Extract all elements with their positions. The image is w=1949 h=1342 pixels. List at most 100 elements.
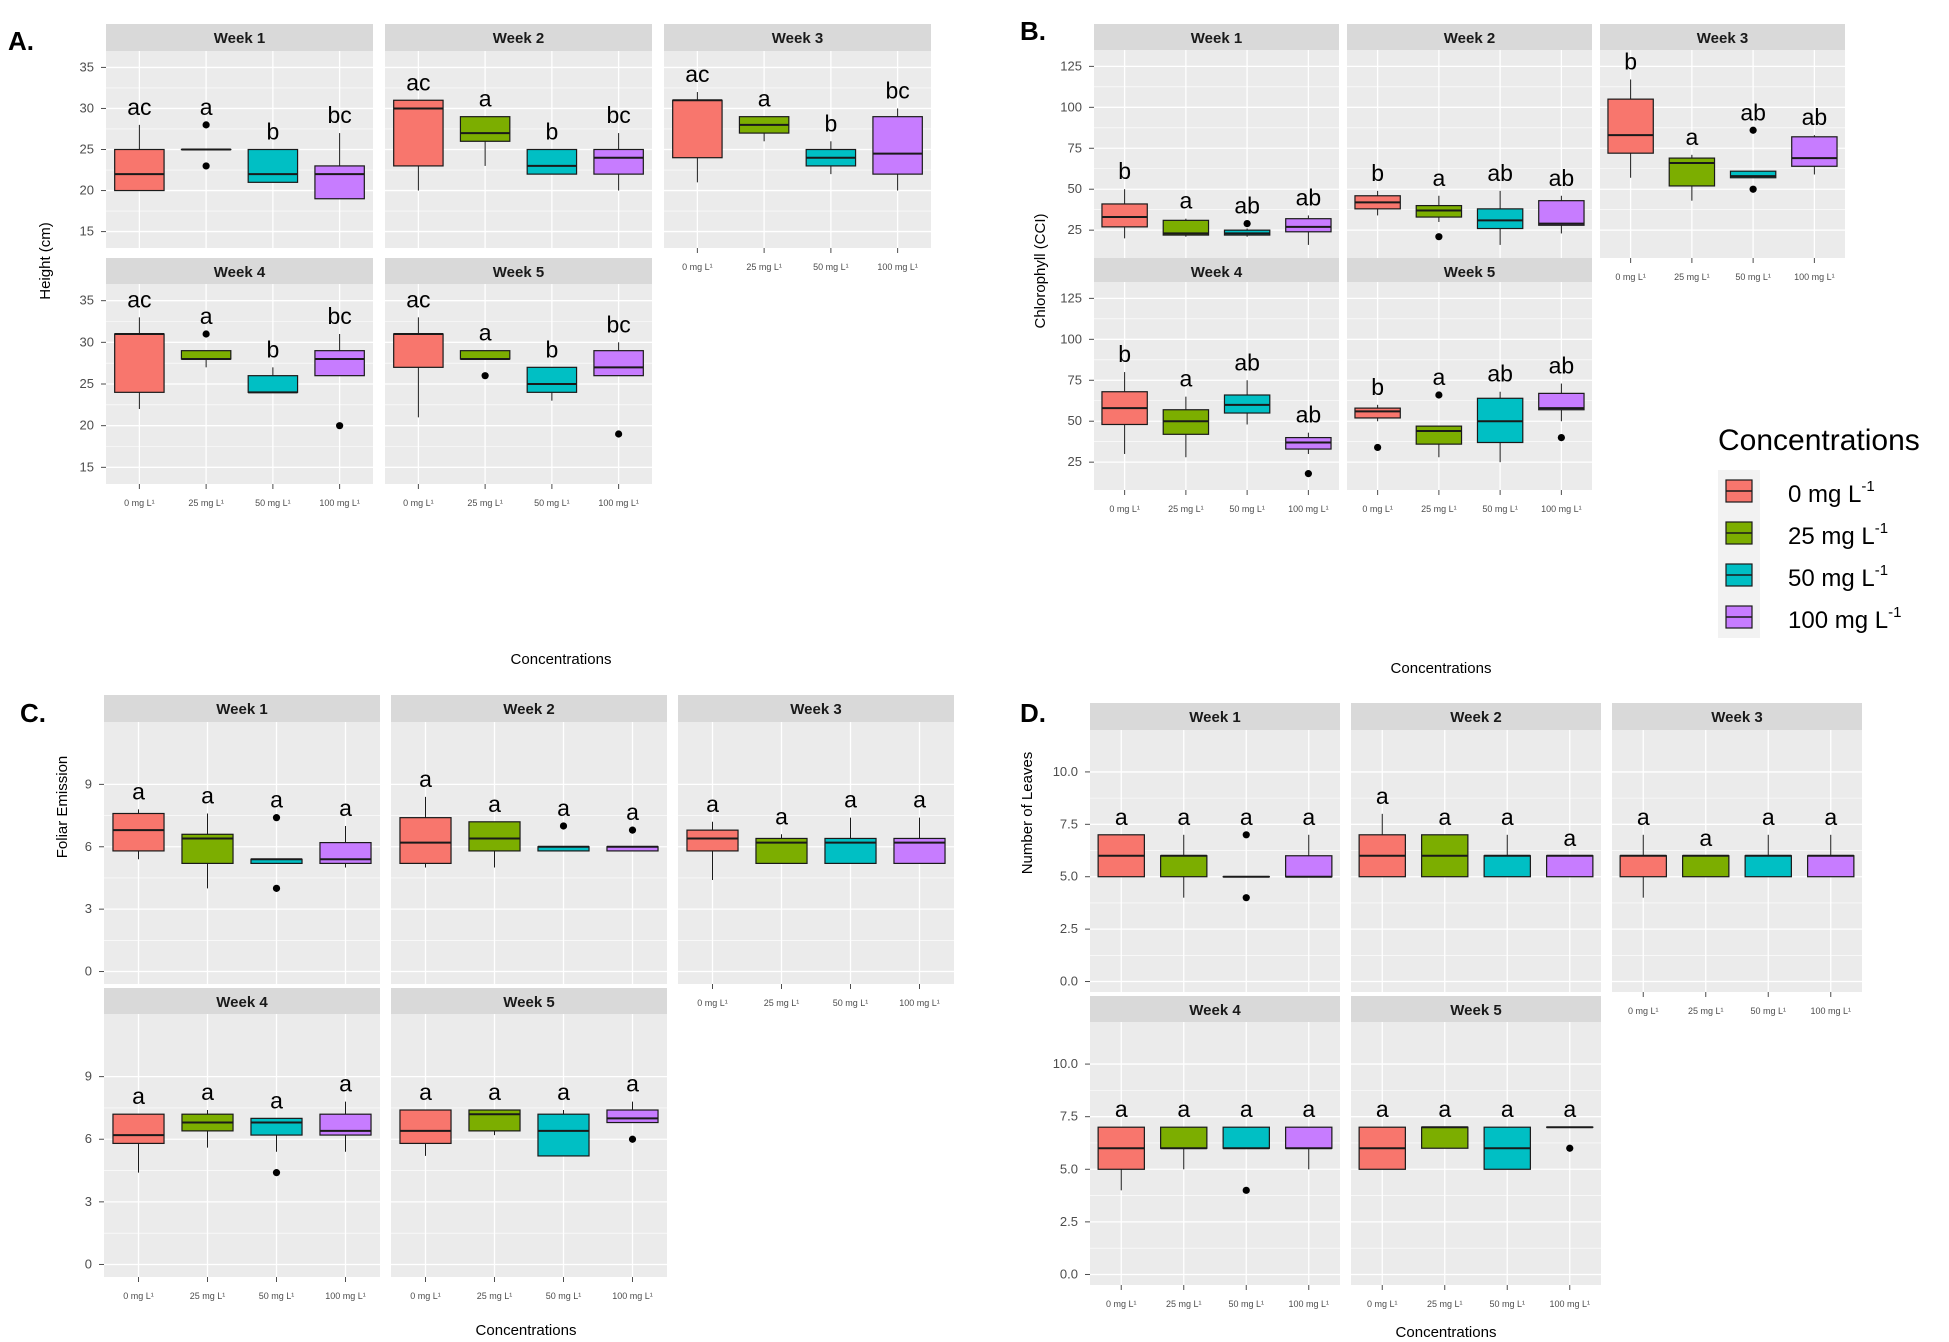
box-body	[1476, 208, 1524, 230]
significance-label: a	[1177, 1096, 1190, 1122]
svg-text:100 mg L-1: 100 mg L-1	[1788, 604, 1901, 634]
box-0: ac	[114, 94, 165, 192]
box-2: a	[824, 787, 877, 864]
box-1: a	[181, 1079, 234, 1148]
box-0: a	[1097, 804, 1145, 878]
box-body	[1222, 1126, 1270, 1149]
significance-label: a	[1432, 165, 1445, 191]
outlier-point	[559, 822, 568, 830]
panel-letter: B.	[1020, 16, 1046, 46]
legend-label-2: 50 mg L	[1788, 565, 1875, 592]
significance-label: ab	[1487, 361, 1513, 387]
box-0: b	[1607, 48, 1654, 178]
box-body	[459, 116, 511, 142]
box-body	[1546, 855, 1594, 878]
facet-strip	[1600, 24, 1845, 51]
outlier-point	[1749, 185, 1757, 193]
facet-strip-label: Week 5	[1450, 1002, 1501, 1019]
box-body	[537, 1113, 590, 1157]
significance-label: a	[132, 778, 145, 804]
box-0: a	[1358, 783, 1406, 878]
legend: Concentrations 0 mg L-1 25 mg L-1 50 mg …	[1718, 424, 1920, 638]
legend-sup-2: -1	[1875, 562, 1888, 579]
y-tick-label: 3	[85, 901, 92, 916]
x-tick-label: 0 mg L¹	[123, 1291, 154, 1301]
box-body	[872, 116, 923, 175]
outlier-point	[1566, 1144, 1574, 1152]
box-body	[1607, 98, 1654, 154]
significance-label: a	[1240, 1096, 1253, 1122]
box-0: ac	[672, 61, 723, 183]
facet-week-2: Week 2 a a a a	[1351, 703, 1601, 992]
facet-background	[1347, 50, 1592, 258]
box-2: a	[250, 787, 303, 892]
box-1: a	[1668, 124, 1716, 201]
significance-label: ac	[685, 61, 709, 87]
box-body	[1483, 855, 1531, 878]
significance-label: a	[1115, 804, 1128, 830]
y-tick-label: 0	[85, 964, 92, 979]
x-tick-label: 100 mg L¹	[598, 498, 639, 508]
facet-strip	[1351, 703, 1601, 730]
box-0: b	[1101, 341, 1148, 454]
box-0: b	[1101, 158, 1148, 239]
significance-label: a	[339, 795, 352, 821]
significance-label: b	[1118, 158, 1131, 184]
x-tick-label: 50 mg L¹	[1228, 1299, 1264, 1309]
outlier-point	[1242, 894, 1250, 902]
box-2: ab	[1223, 349, 1271, 425]
y-tick-label: 7.5	[1060, 816, 1078, 831]
significance-label: b	[1371, 160, 1384, 186]
y-tick-label: 2.5	[1060, 921, 1078, 936]
legend-entry-0: 0 mg L-1	[1718, 470, 1875, 512]
x-tick-label: 50 mg L¹	[546, 1291, 582, 1301]
y-tick-label: 30	[80, 334, 94, 349]
y-tick-label: 75	[1068, 372, 1082, 387]
box-body	[526, 366, 578, 393]
y-tick-label: 35	[80, 293, 94, 308]
box-2: ab	[1729, 99, 1777, 193]
box-body	[1162, 219, 1210, 236]
box-2: a	[1222, 1096, 1270, 1194]
outlier-point	[1749, 126, 1757, 134]
legend-label-3: 100 mg L	[1788, 607, 1888, 634]
legend-entry-2: 50 mg L-1	[1718, 554, 1888, 596]
significance-label: b	[1624, 48, 1637, 74]
facet-week-1: Week 1 15 20 25 30 35 ac a b bc	[80, 24, 373, 248]
x-tick-label: 25 mg L¹	[1674, 272, 1710, 282]
box-2: a	[1222, 804, 1270, 902]
facet-strip	[385, 258, 652, 285]
box-3: bc	[872, 77, 923, 191]
y-tick-label: 6	[85, 1131, 92, 1146]
box-1: a	[1421, 804, 1469, 878]
significance-label: ac	[406, 286, 430, 312]
significance-label: a	[1177, 804, 1190, 830]
box-3: a	[1285, 1096, 1333, 1170]
y-tick-label: 35	[80, 59, 94, 74]
box-3: ab	[1791, 104, 1838, 175]
box-body	[1538, 200, 1585, 226]
facet-background	[1094, 282, 1339, 490]
outlier-point	[1304, 470, 1312, 478]
y-tick-label: 100	[1060, 99, 1082, 114]
box-1: a	[1160, 804, 1208, 898]
significance-label: a	[706, 791, 719, 817]
box-body	[1619, 855, 1667, 878]
facet-strip-label: Week 2	[503, 701, 554, 718]
outlier-point	[615, 430, 623, 438]
x-tick-label: 0 mg L¹	[1106, 1299, 1137, 1309]
facet-week-2: Week 2 ac a b bc	[385, 24, 652, 248]
x-tick-label: 25 mg L¹	[764, 998, 800, 1008]
facet-week-4: Week 4 0 3 6 9 0 mg L¹ 25 mg L¹ 50 mg L¹ 100 mg …	[85, 988, 380, 1301]
box-0: a	[1097, 1096, 1145, 1191]
legend-title: Concentrations	[1718, 424, 1920, 457]
y-tick-label: 2.5	[1060, 1214, 1078, 1229]
box-3: ab	[1285, 184, 1332, 245]
significance-label: a	[270, 787, 283, 813]
significance-label: a	[1438, 804, 1451, 830]
box-1: a	[180, 94, 232, 170]
outlier-point	[481, 372, 489, 380]
facet-strip-label: Week 5	[493, 264, 544, 281]
significance-label: a	[557, 795, 570, 821]
significance-label: ab	[1296, 402, 1322, 428]
